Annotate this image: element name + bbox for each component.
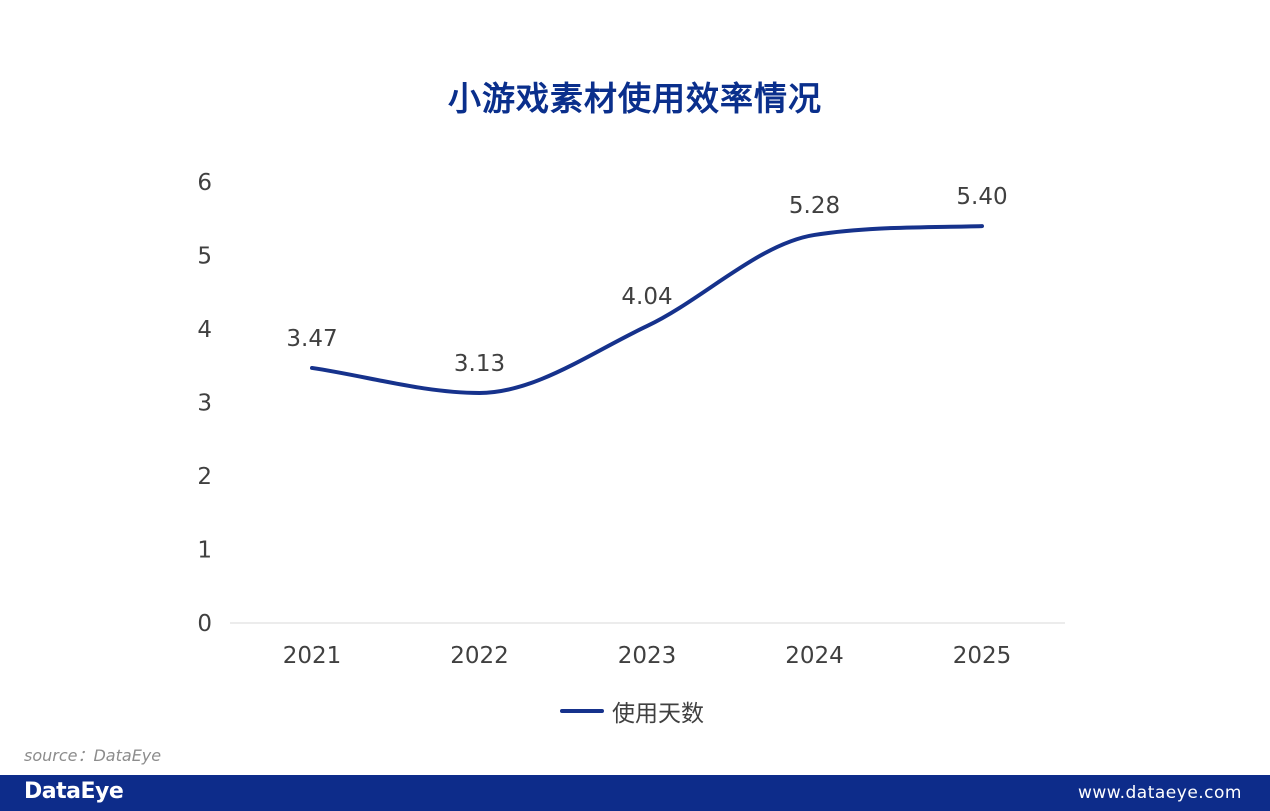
y-axis: 0 1 2 3 4 5 6 — [197, 170, 212, 637]
data-label: 3.47 — [286, 326, 337, 352]
series-layer — [310, 224, 984, 395]
legend-swatch — [560, 709, 604, 713]
data-label: 4.04 — [621, 284, 672, 310]
x-tick-label: 2022 — [450, 643, 509, 669]
y-tick-label: 5 — [197, 244, 212, 270]
series-line — [310, 224, 984, 395]
data-label: 3.13 — [454, 351, 505, 377]
line-chart: 0 1 2 3 4 5 6 2021 2022 2023 2024 2025 3.47 3.13 4.0… — [197, 170, 1065, 669]
data-label: 5.28 — [789, 193, 840, 219]
dataeye-logo: DataEye — [24, 779, 124, 804]
y-tick-label: 2 — [197, 464, 212, 490]
y-tick-label: 3 — [197, 391, 212, 417]
y-tick-label: 6 — [197, 170, 212, 196]
y-tick-label: 1 — [197, 538, 212, 564]
legend-label: 使用天数 — [612, 701, 704, 727]
footer-url[interactable]: www.dataeye.com — [1077, 783, 1242, 803]
x-tick-label: 2024 — [785, 643, 844, 669]
x-tick-label: 2023 — [618, 643, 677, 669]
footer-bar: DataEye www.dataeye.com — [0, 775, 1270, 811]
x-tick-label: 2021 — [283, 643, 342, 669]
y-tick-label: 0 — [197, 611, 212, 637]
x-axis: 2021 2022 2023 2024 2025 — [230, 622, 1065, 669]
source-note: source：DataEye — [24, 746, 162, 765]
chart-title: 小游戏素材使用效率情况 — [448, 79, 822, 118]
legend: 使用天数 — [560, 694, 704, 728]
data-label: 5.40 — [956, 184, 1007, 210]
y-tick-label: 4 — [197, 317, 212, 343]
x-tick-label: 2025 — [953, 643, 1012, 669]
data-labels: 3.47 3.13 4.04 5.28 5.40 — [286, 184, 1007, 377]
